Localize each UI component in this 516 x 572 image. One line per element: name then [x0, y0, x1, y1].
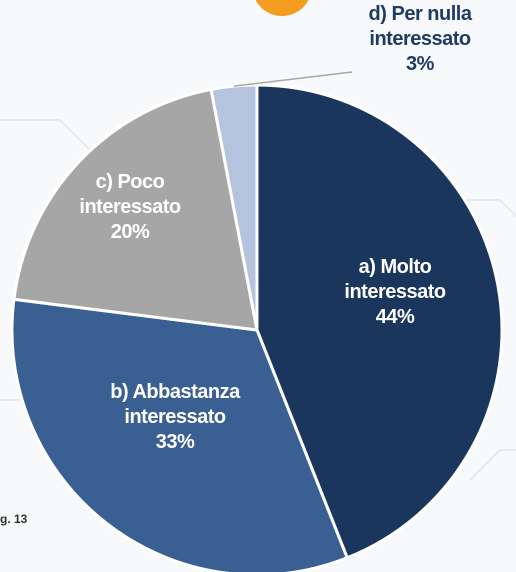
slice-value: 3% [406, 53, 434, 75]
leader-line [233, 71, 353, 87]
slice-label: b) Abbastanza interessato 33% [85, 380, 265, 455]
pie-slice [12, 87, 259, 332]
slice-value: 44% [375, 306, 415, 328]
pie-slice [10, 297, 350, 572]
slice-category: b) Abbastanza interessato [110, 381, 240, 428]
slice-category: c) Poco interessato [79, 171, 181, 218]
slice-label: a) Molto interessato 44% [320, 255, 470, 330]
decor-circle [255, 0, 309, 16]
slice-label: d) Per nulla interessato 3% [335, 2, 505, 77]
slice-category: d) Per nulla interessato [368, 3, 472, 50]
slice-category: a) Molto interessato [344, 256, 446, 303]
figure-label: g. 13 [0, 512, 28, 526]
slice-label: c) Poco interessato 20% [50, 170, 210, 245]
pie-slice [255, 83, 504, 560]
slice-value: 20% [110, 221, 150, 243]
slice-value: 33% [155, 431, 195, 453]
